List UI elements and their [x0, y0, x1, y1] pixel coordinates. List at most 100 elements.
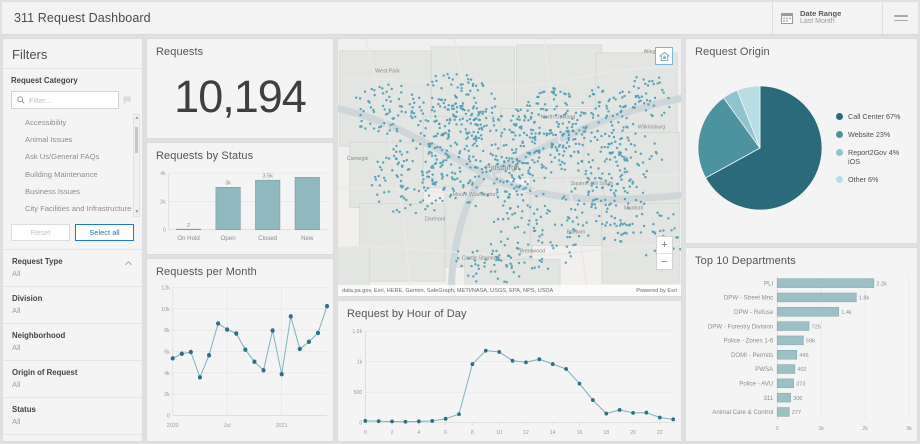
map-powered-by: Powered by Esri — [636, 287, 677, 294]
svg-text:1k: 1k — [818, 426, 824, 432]
svg-text:500: 500 — [354, 390, 363, 396]
filter-group-origin-of-request[interactable]: Origin of Request All — [3, 360, 142, 397]
zoom-out-button[interactable]: − — [657, 253, 672, 269]
request-category-label: Request Category — [11, 76, 78, 85]
svg-text:2k: 2k — [862, 426, 868, 432]
filters-column: Filters Request Category — [2, 38, 143, 442]
svg-text:Dormont: Dormont — [425, 217, 446, 223]
reset-button[interactable]: Reset — [11, 224, 70, 242]
filter-group-division[interactable]: Division All — [3, 286, 142, 323]
category-search-input[interactable] — [29, 95, 113, 105]
filter-group-label: Origin of Request — [12, 368, 78, 378]
legend-item[interactable]: Call Center 67% — [836, 112, 909, 121]
svg-text:4k: 4k — [164, 371, 170, 377]
category-list[interactable]: Accessibility Animal Issues Ask Us/Gener… — [11, 114, 131, 217]
request-origin-card: Request Origin Call Center 67% Website 23… — [685, 38, 918, 244]
svg-text:10k: 10k — [161, 307, 170, 313]
zoom-in-button[interactable]: + — [661, 239, 668, 251]
legend-color-swatch — [836, 149, 843, 156]
category-search-box[interactable] — [11, 91, 119, 109]
filter-group-value: All — [12, 417, 21, 427]
map-attribution: data.pa.gov, Esri, HERE, Garmin, SafeGra… — [338, 285, 681, 296]
filters-filler — [3, 434, 142, 441]
svg-text:3k: 3k — [906, 426, 912, 432]
category-item[interactable]: Accessibility — [25, 118, 67, 128]
svg-text:20: 20 — [630, 430, 636, 436]
legend-label: Other 6% — [848, 175, 879, 184]
filter-group-status[interactable]: Status All — [3, 397, 142, 434]
chevron-up-icon[interactable] — [124, 259, 133, 268]
requests-by-status-plot[interactable]: 0 2k 4k 2 On Hold 3k Open 3.5k Closed New — [147, 165, 333, 254]
svg-text:277: 277 — [792, 410, 801, 416]
filter-group-neighborhood[interactable]: Neighborhood All — [3, 323, 142, 360]
svg-text:Pittsburgh: Pittsburgh — [486, 163, 520, 172]
request-by-hour-card: Request by Hour of Day 0 500 1k 1.5k 0 2 4 6 8 10… — [337, 300, 682, 442]
category-item[interactable]: Ask Us/General FAQs — [25, 152, 100, 162]
svg-text:DOMI - Permits: DOMI - Permits — [731, 352, 773, 359]
svg-text:596: 596 — [806, 339, 815, 345]
legend-label: Report2Gov 4% iOS — [848, 148, 900, 166]
scrollbar-thumb[interactable] — [135, 127, 139, 153]
select-all-button[interactable]: Select all — [75, 224, 134, 242]
svg-text:8k: 8k — [164, 328, 170, 334]
legend-item[interactable]: Other 6% — [836, 175, 909, 184]
filter-group-request-type[interactable]: Request Type All — [3, 249, 142, 286]
request-by-hour-title: Request by Hour of Day — [347, 308, 467, 320]
right-charts-column: Request Origin Call Center 67% Website 23… — [685, 38, 918, 442]
svg-text:2021: 2021 — [276, 423, 288, 429]
requests-per-month-card: Requests per Month 0 2k 4k 6k 8k 10k 12k 2020 Ju… — [146, 258, 334, 442]
chevron-down-icon[interactable]: ▼ — [134, 209, 140, 216]
map-canvas[interactable]: West Park Pittsburgh North Oakland Squirrel… — [338, 39, 681, 296]
svg-text:Baldwin: Baldwin — [567, 229, 586, 235]
home-extent-button[interactable] — [655, 47, 673, 65]
legend-item[interactable]: Website 23% — [836, 130, 909, 139]
svg-text:Mount Washington: Mount Washington — [453, 192, 497, 198]
category-list-wrap: Accessibility Animal Issues Ask Us/Gener… — [11, 114, 141, 218]
filter-group-label: Neighborhood — [12, 331, 66, 341]
hamburger-menu-button[interactable] — [882, 2, 918, 34]
legend-color-swatch — [836, 113, 843, 120]
svg-text:0: 0 — [364, 430, 367, 436]
app-header: 311 Request Dashboard Date Range Last Mo… — [2, 2, 918, 35]
requests-map-card[interactable]: West Park Pittsburgh North Oakland Squirrel… — [337, 38, 682, 297]
legend-item[interactable]: Report2Gov 4% iOS — [836, 148, 909, 166]
map-zoom-controls[interactable]: + − — [656, 236, 673, 270]
category-item[interactable]: City Facilities and Infrastructure — [25, 204, 132, 214]
svg-text:DPW - Forestry Division: DPW - Forestry Division — [708, 323, 774, 330]
category-list-scrollbar[interactable]: ▲ ▼ — [133, 114, 141, 218]
svg-text:PWSA: PWSA — [755, 366, 774, 373]
legend-label: Call Center 67% — [848, 112, 901, 121]
svg-text:3k: 3k — [225, 181, 231, 187]
chevron-up-icon[interactable]: ▲ — [134, 115, 140, 121]
svg-text:DPW - Street Mnc: DPW - Street Mnc — [724, 295, 773, 302]
requests-per-month-plot[interactable]: 0 2k 4k 6k 8k 10k 12k 2020 Jul 2021 — [147, 281, 333, 441]
requests-per-month-title: Requests per Month — [156, 266, 257, 278]
svg-text:0: 0 — [359, 421, 362, 427]
legend-color-swatch — [836, 131, 843, 138]
requests-by-status-card: Requests by Status 0 2k 4k 2 On Hold 3k Open 3.… — [146, 142, 334, 255]
request-origin-plot[interactable]: Call Center 67% Website 23% Report2Gov 4% … — [686, 61, 917, 243]
map-graphics: West Park Pittsburgh North Oakland Squirrel… — [338, 39, 681, 296]
request-category-filter: Request Category — [3, 68, 142, 249]
category-item[interactable]: Business Issues — [25, 186, 80, 196]
pie-graphic[interactable] — [694, 82, 826, 214]
svg-text:12k: 12k — [161, 285, 170, 291]
filter-flag-icon[interactable] — [123, 95, 134, 106]
category-item[interactable]: Animal Issues — [25, 135, 73, 145]
svg-text:402: 402 — [797, 367, 806, 373]
request-origin-title: Request Origin — [695, 46, 770, 58]
date-range-widget[interactable]: Date Range Last Month — [772, 2, 882, 34]
svg-text:2020: 2020 — [167, 423, 179, 429]
svg-text:Animal Care & Control: Animal Care & Control — [712, 409, 773, 416]
svg-text:725: 725 — [812, 324, 821, 330]
svg-text:New: New — [301, 235, 314, 242]
svg-text:14: 14 — [550, 430, 556, 436]
svg-text:West Park: West Park — [375, 69, 400, 75]
request-by-hour-plot[interactable]: 0 500 1k 1.5k 0 2 4 6 8 10 12 14 16 18 20 22 — [338, 323, 681, 441]
svg-text:0: 0 — [167, 413, 170, 419]
top-departments-plot[interactable]: 0 1k 2k 3k 2.2k PLI 1.8k DPW - Street Mnc 1.4k DP… — [686, 270, 917, 441]
category-item[interactable]: Building Maintenance — [25, 169, 98, 179]
date-range-label: Date Range — [800, 8, 842, 18]
svg-text:2.2k: 2.2k — [876, 281, 887, 287]
top-departments-title: Top 10 Departments — [695, 255, 796, 267]
